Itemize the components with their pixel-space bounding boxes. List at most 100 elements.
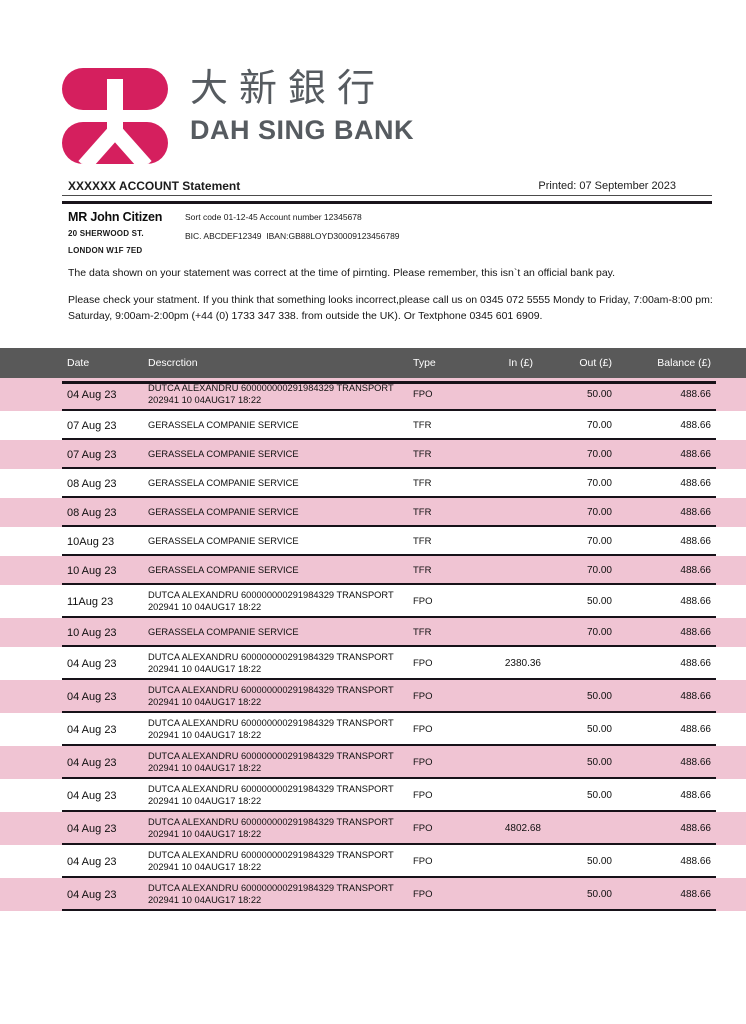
header-rule-thick bbox=[62, 201, 712, 204]
table-row: 08 Aug 23 GERASSELA COMPANIE SERVICE TFR 70… bbox=[0, 469, 746, 498]
bank-brand: 大新銀行 DAH SING BANK bbox=[62, 68, 414, 164]
bank-name-block: 大新銀行 DAH SING BANK bbox=[190, 68, 414, 145]
balance-cell: 488.66 bbox=[680, 420, 711, 431]
description-cell: DUTCA ALEXANDRU 600000000291984329 TRANS… bbox=[148, 652, 394, 674]
type-cell: TFR bbox=[413, 536, 432, 547]
type-cell: FPO bbox=[413, 724, 433, 735]
date-cell: 07 Aug 23 bbox=[67, 448, 117, 461]
date-cell: 08 Aug 23 bbox=[67, 506, 117, 519]
in-cell: 2380.36 bbox=[504, 658, 541, 669]
date-cell: 04 Aug 23 bbox=[67, 388, 117, 401]
description-cell: DUTCA ALEXANDRU 600000000291984329 TRANS… bbox=[148, 590, 394, 612]
balance-cell: 488.66 bbox=[680, 596, 711, 607]
header-rule-thin bbox=[62, 195, 712, 196]
description-cell: DUTCA ALEXANDRU 600000000291984329 TRANS… bbox=[148, 751, 394, 773]
table-row: 04 Aug 23 DUTCA ALEXANDRU 600000000291984… bbox=[0, 746, 746, 779]
table-row: 07 Aug 23 GERASSELA COMPANIE SERVICE TFR 70… bbox=[0, 440, 746, 469]
description-cell: GERASSELA COMPANIE SERVICE bbox=[148, 506, 299, 517]
dah-sing-bank-logo-icon bbox=[62, 68, 168, 164]
header-type: Type bbox=[413, 357, 436, 369]
table-row: 04 Aug 23 DUTCA ALEXANDRU 600000000291984… bbox=[0, 378, 746, 411]
out-cell: 50.00 bbox=[586, 596, 612, 607]
description-cell: DUTCA ALEXANDRU 600000000291984329 TRANS… bbox=[148, 718, 394, 740]
out-cell: 70.00 bbox=[586, 565, 612, 576]
out-cell: 50.00 bbox=[586, 889, 612, 900]
bank-name-chinese: 大新銀行 bbox=[190, 68, 387, 110]
type-cell: FPO bbox=[413, 856, 433, 867]
table-row: 07 Aug 23 GERASSELA COMPANIE SERVICE TFR 70… bbox=[0, 411, 746, 440]
out-cell: 70.00 bbox=[586, 449, 612, 460]
out-cell: 70.00 bbox=[586, 627, 612, 638]
date-cell: 07 Aug 23 bbox=[67, 419, 117, 432]
type-cell: TFR bbox=[413, 478, 432, 489]
balance-cell: 488.66 bbox=[680, 823, 711, 834]
in-cell: 4802.68 bbox=[504, 823, 541, 834]
description-cell: GERASSELA COMPANIE SERVICE bbox=[148, 477, 299, 488]
table-row: 10 Aug 23 GERASSELA COMPANIE SERVICE TFR 70… bbox=[0, 556, 746, 585]
type-cell: FPO bbox=[413, 757, 433, 768]
description-cell: GERASSELA COMPANIE SERVICE bbox=[148, 448, 299, 459]
balance-cell: 488.66 bbox=[680, 856, 711, 867]
table-row: 04 Aug 23 DUTCA ALEXANDRU 600000000291984… bbox=[0, 845, 746, 878]
out-cell: 50.00 bbox=[586, 856, 612, 867]
type-cell: TFR bbox=[413, 565, 432, 576]
statement-note-2: Please check your statment. If you think… bbox=[68, 294, 713, 322]
date-cell: 10 Aug 23 bbox=[67, 626, 117, 639]
type-cell: FPO bbox=[413, 389, 433, 400]
balance-cell: 488.66 bbox=[680, 658, 711, 669]
description-cell: GERASSELA COMPANIE SERVICE bbox=[148, 564, 299, 575]
date-cell: 04 Aug 23 bbox=[67, 657, 117, 670]
type-cell: FPO bbox=[413, 658, 433, 669]
date-cell: 08 Aug 23 bbox=[67, 477, 117, 490]
balance-cell: 488.66 bbox=[680, 724, 711, 735]
date-cell: 04 Aug 23 bbox=[67, 789, 117, 802]
description-cell: DUTCA ALEXANDRU 600000000291984329 TRANS… bbox=[148, 883, 394, 905]
customer-block: MR John Citizen 20 SHERWOOD ST. LONDON W… bbox=[68, 210, 162, 255]
balance-cell: 488.66 bbox=[680, 627, 711, 638]
date-cell: 11Aug 23 bbox=[67, 595, 114, 608]
date-cell: 04 Aug 23 bbox=[67, 690, 117, 703]
header-description: Descrction bbox=[148, 357, 198, 369]
statement-title: XXXXXX ACCOUNT Statement bbox=[68, 179, 241, 193]
customer-name: MR John Citizen bbox=[68, 210, 163, 224]
header-balance: Balance (£) bbox=[657, 357, 711, 369]
balance-cell: 488.66 bbox=[680, 790, 711, 801]
type-cell: TFR bbox=[413, 507, 432, 518]
statement-note-1: The data shown on your statement was cor… bbox=[68, 267, 616, 279]
out-cell: 70.00 bbox=[586, 536, 612, 547]
date-cell: 04 Aug 23 bbox=[67, 822, 117, 835]
description-cell: DUTCA ALEXANDRU 600000000291984329 TRANS… bbox=[148, 817, 394, 839]
balance-cell: 488.66 bbox=[680, 449, 711, 460]
out-cell: 70.00 bbox=[586, 420, 612, 431]
out-cell: 50.00 bbox=[586, 790, 612, 801]
header-in: In (£) bbox=[508, 357, 533, 369]
type-cell: TFR bbox=[413, 449, 432, 460]
date-cell: 04 Aug 23 bbox=[67, 723, 117, 736]
table-body: 04 Aug 23 DUTCA ALEXANDRU 600000000291984… bbox=[0, 378, 746, 911]
table-row: 04 Aug 23 DUTCA ALEXANDRU 600000000291984… bbox=[0, 713, 746, 746]
out-cell: 50.00 bbox=[586, 757, 612, 768]
bic-iban: BIC. ABCDEF12349 IBAN:GB88LOYD3000912345… bbox=[185, 231, 400, 241]
table-row: 10Aug 23 GERASSELA COMPANIE SERVICE TFR 70.… bbox=[0, 527, 746, 556]
out-cell: 50.00 bbox=[586, 724, 612, 735]
date-cell: 04 Aug 23 bbox=[67, 756, 117, 769]
out-cell: 50.00 bbox=[586, 691, 612, 702]
customer-address-line2: LONDON W1F 7ED bbox=[68, 246, 143, 255]
table-row: 04 Aug 23 DUTCA ALEXANDRU 600000000291984… bbox=[0, 812, 746, 845]
date-cell: 04 Aug 23 bbox=[67, 888, 117, 901]
type-cell: FPO bbox=[413, 596, 433, 607]
table-row: 04 Aug 23 DUTCA ALEXANDRU 600000000291984… bbox=[0, 779, 746, 812]
type-cell: FPO bbox=[413, 823, 433, 834]
type-cell: TFR bbox=[413, 627, 432, 638]
sort-code-account-number: Sort code 01-12-45 Account number 123456… bbox=[185, 212, 362, 222]
description-cell: DUTCA ALEXANDRU 600000000291984329 TRANS… bbox=[148, 784, 394, 806]
description-cell: GERASSELA COMPANIE SERVICE bbox=[148, 535, 299, 546]
balance-cell: 488.66 bbox=[680, 536, 711, 547]
out-cell: 70.00 bbox=[586, 478, 612, 489]
account-details-block: Sort code 01-12-45 Account number 123456… bbox=[185, 212, 400, 241]
balance-cell: 488.66 bbox=[680, 507, 711, 518]
type-cell: TFR bbox=[413, 420, 432, 431]
bank-name-english: DAH SING BANK bbox=[190, 114, 415, 145]
table-row: 04 Aug 23 DUTCA ALEXANDRU 600000000291984… bbox=[0, 878, 746, 911]
